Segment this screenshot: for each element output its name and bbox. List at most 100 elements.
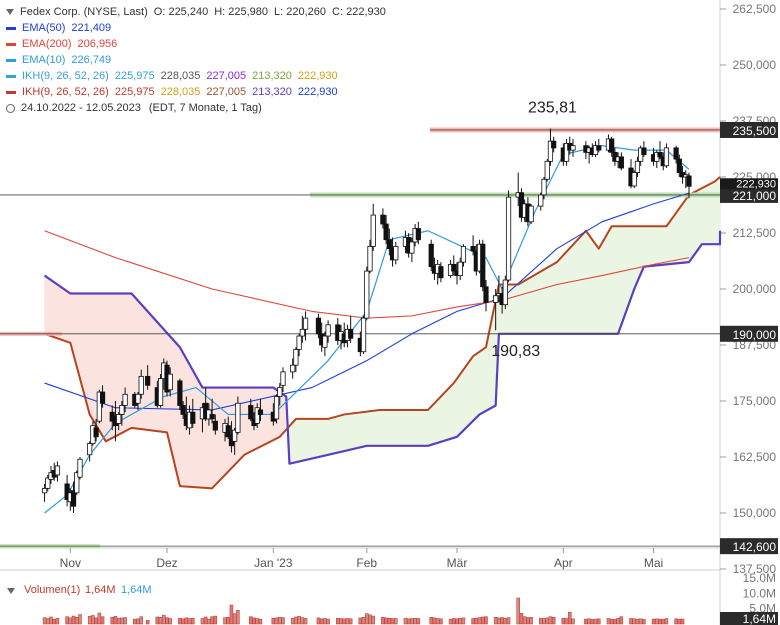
candle-body bbox=[157, 378, 164, 406]
volume-bar bbox=[75, 617, 79, 625]
volume-bar bbox=[503, 617, 508, 625]
volume-bar bbox=[158, 617, 163, 625]
legend-swatch bbox=[6, 74, 16, 78]
legend-label: IKH(9, 26, 52, 26) bbox=[22, 70, 109, 82]
cloud-fill bbox=[543, 267, 548, 335]
candle-body bbox=[41, 487, 48, 494]
volume-bar bbox=[191, 617, 195, 625]
cloud-fill bbox=[447, 385, 451, 441]
volume-bar bbox=[638, 618, 643, 625]
volume-value: 1,64M bbox=[85, 584, 116, 596]
candle bbox=[483, 280, 489, 312]
candle-body bbox=[119, 405, 125, 415]
legend-item[interactable]: EMA(200) 206,956 bbox=[6, 36, 392, 52]
volume-bar bbox=[522, 616, 527, 625]
volume-label: Volumen(1) bbox=[24, 584, 80, 596]
volume-bar bbox=[664, 618, 669, 625]
candle-body bbox=[551, 140, 557, 149]
candle-body bbox=[470, 246, 476, 252]
volume-bar bbox=[606, 618, 611, 625]
date-range-row: 24.10.2022 - 12.05.2023 (EDT, 7 Monate, … bbox=[6, 100, 392, 116]
candle bbox=[77, 457, 83, 480]
candle-body bbox=[70, 490, 77, 507]
cloud-fill bbox=[643, 225, 648, 267]
volume-bar bbox=[590, 619, 595, 625]
candle-body bbox=[232, 429, 238, 442]
volume-bar bbox=[439, 618, 443, 625]
volume-bar bbox=[571, 618, 575, 625]
legend-item[interactable]: EMA(50) 221,409 bbox=[6, 20, 392, 36]
cloud-fill bbox=[482, 346, 487, 414]
cloud-fill bbox=[405, 409, 409, 447]
candle bbox=[470, 235, 476, 256]
candle-body bbox=[618, 156, 624, 169]
volume-bar bbox=[339, 618, 343, 625]
volume-bar bbox=[207, 618, 211, 625]
candle bbox=[293, 347, 299, 372]
candle bbox=[177, 378, 183, 410]
cloud-fill bbox=[534, 272, 538, 335]
cloud-fill bbox=[553, 261, 558, 335]
high-value: H: 225,980 bbox=[214, 6, 269, 18]
price-level-label: 235,500 bbox=[733, 124, 777, 138]
volume-bar bbox=[416, 618, 421, 625]
cloud-fill bbox=[582, 229, 587, 335]
cloud-fill bbox=[366, 410, 371, 447]
volume-bar bbox=[297, 616, 301, 625]
legend-item[interactable]: EMA(10) 226,749 bbox=[6, 52, 392, 68]
volume-bar bbox=[539, 617, 543, 625]
candle-body bbox=[93, 427, 99, 438]
legend-value: 225,975 bbox=[114, 86, 155, 98]
candle bbox=[45, 474, 51, 492]
volume-bar bbox=[110, 617, 114, 625]
senkou-span-b-line bbox=[43, 230, 722, 465]
ema50-line bbox=[44, 192, 690, 411]
cloud-fill bbox=[691, 191, 696, 259]
volume-bar bbox=[564, 618, 569, 625]
open-value: O: 225,240 bbox=[153, 6, 209, 18]
volume-bar bbox=[236, 609, 240, 625]
cloud-fill bbox=[102, 293, 107, 443]
cloud-fill bbox=[266, 387, 271, 444]
volume-bar bbox=[223, 617, 227, 625]
volume-bar bbox=[52, 618, 56, 625]
candle-body bbox=[609, 138, 615, 153]
cloud-fill bbox=[714, 180, 719, 245]
candle bbox=[460, 244, 467, 267]
volume-bar bbox=[403, 617, 408, 625]
candle bbox=[232, 427, 238, 455]
cloud-fill bbox=[479, 348, 484, 415]
cloud-fill bbox=[456, 373, 461, 438]
cloud-fill bbox=[688, 192, 693, 264]
cloud-fill bbox=[540, 269, 545, 335]
legend-label: EMA(200) bbox=[22, 38, 72, 50]
volume-bar bbox=[448, 618, 453, 625]
cloud-fill bbox=[511, 284, 516, 335]
candle bbox=[547, 128, 554, 166]
volume-bar bbox=[613, 619, 617, 625]
candle bbox=[254, 403, 260, 428]
candle-body bbox=[415, 228, 421, 241]
volume-bar bbox=[506, 617, 511, 625]
volume-bar bbox=[255, 618, 259, 625]
candle-body bbox=[428, 243, 434, 267]
cloud-fill bbox=[86, 293, 90, 415]
candle-body bbox=[99, 391, 106, 404]
candle-body bbox=[528, 205, 534, 223]
candle bbox=[157, 374, 164, 408]
candle-body bbox=[541, 178, 547, 196]
volume-bar bbox=[133, 618, 137, 625]
collapse-icon[interactable] bbox=[6, 9, 14, 15]
cloud-fill bbox=[575, 236, 580, 335]
legend-item[interactable]: IKH(9, 26, 52, 26) 225,975 228,035 227,005 2… bbox=[6, 84, 392, 100]
volume-bar bbox=[210, 616, 214, 625]
candle-body bbox=[409, 241, 415, 254]
volume-bar bbox=[323, 618, 327, 625]
candle-body bbox=[393, 246, 399, 261]
legend-item[interactable]: IKH(9, 26, 52, 26) 225,975 228,035 227,005 2… bbox=[6, 68, 392, 84]
cloud-fill bbox=[443, 389, 448, 442]
candle-body bbox=[235, 402, 241, 433]
cloud-fill bbox=[44, 274, 49, 336]
cloud-fill bbox=[92, 293, 97, 427]
